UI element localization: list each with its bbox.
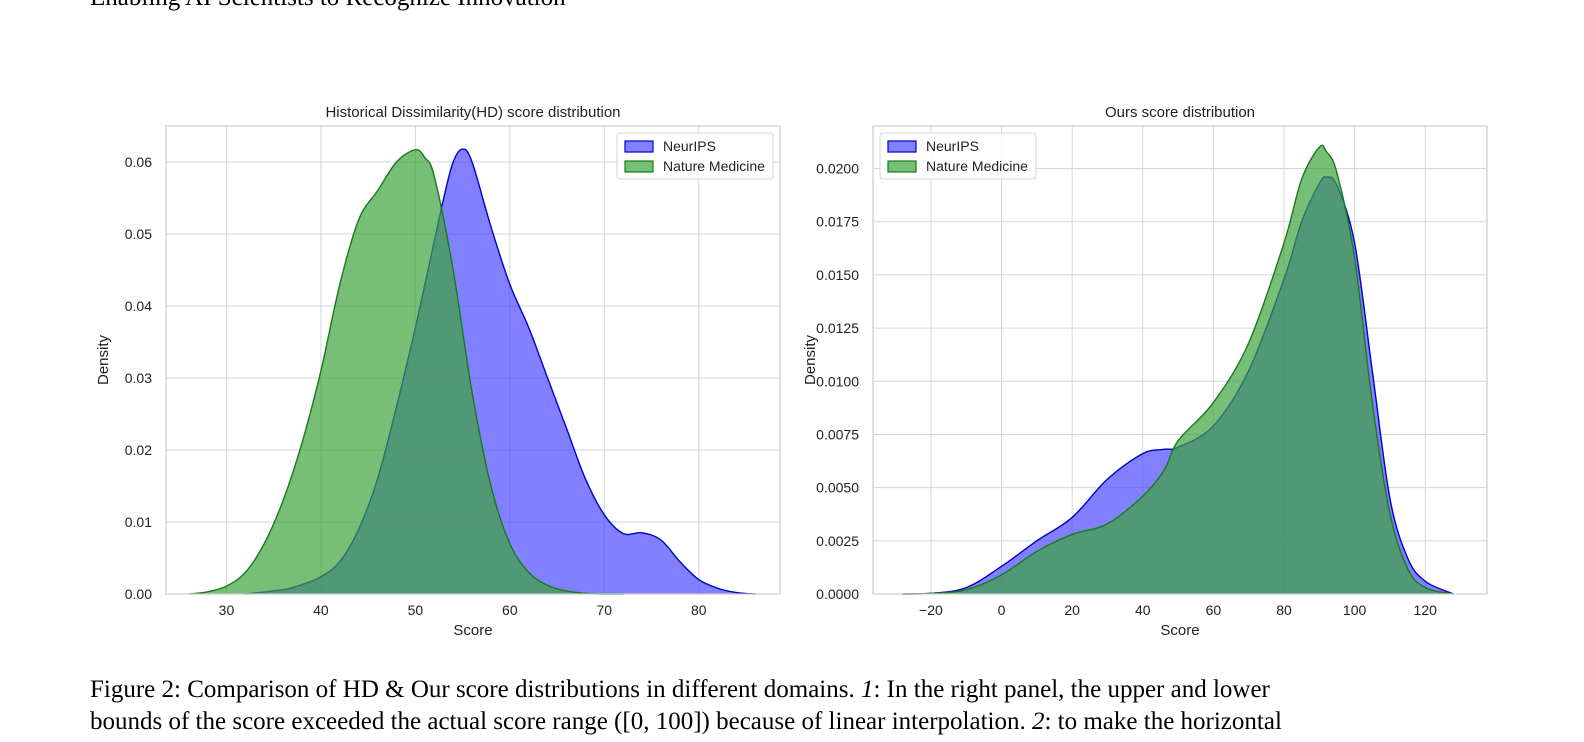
y-tick-label: 0.02 [125,442,152,458]
legend-label: NeurIPS [663,138,716,154]
series-line-nature-medicine [188,149,624,595]
y-tick-label: 0.04 [125,298,152,314]
y-tick-label: 0.0075 [816,426,859,442]
y-tick-label: 0.00 [125,586,152,602]
y-tick-label: 0.0025 [816,533,859,549]
x-tick-label: 50 [408,602,424,618]
legend-label: Nature Medicine [926,158,1028,174]
figure-charts: 30 40 50 60 70 80 0.00 0.01 0.02 0.03 0.04 0.05 0.06… [95,104,1488,639]
y-tick-label: 0.0100 [816,373,859,389]
chart-title: Ours score distribution [1105,104,1255,121]
legend-label: NeurIPS [926,138,979,154]
y-tick-label: 0.05 [125,226,152,242]
y-tick-label: 0.0125 [816,320,859,336]
x-tick-label: 40 [313,602,329,618]
x-tick-label: 40 [1135,602,1151,618]
y-axis-label: Density [95,334,112,385]
figure-caption: Figure 2: Comparison of HD & Our score d… [90,674,1490,738]
plot-frame [872,125,1488,595]
y-tick-label: 0.0000 [816,586,859,602]
y-tick-label: 0.0200 [816,161,859,177]
y-tick-label: 0.03 [125,370,152,386]
series-area-nature-medicine [902,145,1454,595]
y-axis-label: Density [802,334,819,385]
caption-line-2: bounds of the score exceeded the actual … [90,708,1282,735]
running-header: Enabling AI Scientists to Recognize Inno… [90,0,566,12]
legend: NeurIPS Nature Medicine [879,132,1037,180]
y-tick-label: 0.0050 [816,480,859,496]
x-tick-label: 120 [1414,602,1438,618]
legend-swatch [624,140,654,153]
legend: NeurIPS Nature Medicine [616,132,774,180]
legend-swatch [887,160,917,173]
chart-panel-1: 30 40 50 60 70 80 0.00 0.01 0.02 0.03 0.04 0.05 0.06… [95,104,781,639]
x-tick-label: −20 [919,602,943,618]
x-axis-label: Score [453,622,492,639]
legend-swatch [887,140,917,153]
series-line-nature-medicine [902,144,1454,595]
x-tick-label: 70 [597,602,613,618]
chart-title: Historical Dissimilarity(HD) score distr… [325,104,620,121]
y-tick-label: 0.0175 [816,214,859,230]
chart-panel-2: −20 0 20 40 60 80 100 120 0.0000 0.0025 0.0050 0.00… [802,104,1488,639]
y-tick-label: 0.0150 [816,267,859,283]
plot-frame [165,125,781,595]
y-tick-label: 0.01 [125,514,152,530]
series-area-nature-medicine [188,149,624,595]
caption-line-1: Figure 2: Comparison of HD & Our score d… [90,676,1270,703]
legend-box [616,132,774,180]
x-axis-label: Score [1160,622,1199,639]
x-tick-label: 30 [219,602,235,618]
legend-swatch [624,160,654,173]
series-area-neurips [245,149,756,595]
legend-box [879,132,1037,180]
x-tick-label: 80 [691,602,707,618]
x-tick-label: 0 [998,602,1006,618]
y-tick-label: 0.06 [125,154,152,170]
x-tick-label: 60 [502,602,518,618]
x-tick-label: 80 [1276,602,1292,618]
x-tick-label: 60 [1206,602,1222,618]
x-tick-label: 100 [1343,602,1367,618]
x-tick-label: 20 [1064,602,1080,618]
legend-label: Nature Medicine [663,158,765,174]
